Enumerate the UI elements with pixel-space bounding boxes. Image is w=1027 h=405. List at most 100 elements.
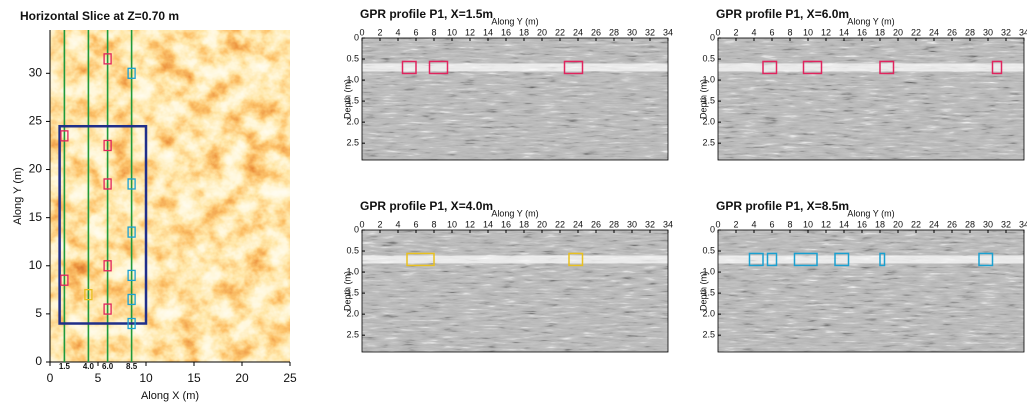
x-tick-label: 10 (447, 27, 457, 37)
y-tick-label: 2.5 (346, 330, 359, 340)
y-tick-label: 1.0 (702, 266, 715, 276)
x-tick-label: 10 (139, 371, 153, 385)
x-tick-label: 30 (983, 27, 993, 37)
x-tick-label: 10 (803, 219, 813, 229)
target-box (428, 60, 449, 75)
slice-band (362, 255, 668, 264)
y-tick-label: 1.0 (702, 74, 715, 84)
target-box (879, 60, 895, 75)
target-box (793, 252, 818, 267)
profile-label: 6.0 (102, 362, 114, 371)
target-marker (127, 269, 136, 282)
target-marker (60, 274, 69, 286)
x-tick-label: 30 (983, 219, 993, 229)
x-tick-label: 32 (1001, 27, 1011, 37)
x-tick-label: 2 (733, 219, 738, 229)
y-tick-label: 5 (35, 306, 42, 320)
target-marker (127, 317, 136, 330)
x-tick-label: 26 (947, 219, 957, 229)
radargram-image (362, 38, 668, 160)
x-tick-label: 10 (803, 27, 813, 37)
x-tick-label: 6 (769, 219, 774, 229)
y-tick-label: 30 (29, 65, 43, 79)
profile-label: 4.0 (83, 362, 95, 371)
radargram-image (362, 230, 668, 352)
x-axis-label: Along X (m) (141, 390, 199, 402)
x-tick-label: 12 (821, 27, 831, 37)
heatmap-image (50, 30, 290, 362)
target-marker (127, 178, 136, 190)
x-tick-label: 5 (95, 371, 102, 385)
target-box (834, 252, 850, 267)
x-tick-label: 8 (787, 219, 792, 229)
target-marker (103, 178, 112, 190)
x-tick-label: 10 (447, 219, 457, 229)
x-axis-label: Along Y (m) (847, 208, 894, 218)
x-tick-label: 16 (857, 219, 867, 229)
x-tick-label: 20 (537, 27, 547, 37)
chart-title: GPR profile P1, X=1.5m (360, 7, 493, 21)
y-tick-label: 0 (710, 32, 715, 42)
y-tick-label: 25 (29, 114, 43, 128)
target-box (406, 252, 435, 267)
x-tick-label: 26 (591, 219, 601, 229)
target-box (879, 252, 886, 267)
x-tick-label: 2 (377, 219, 382, 229)
slice-band (718, 255, 1024, 264)
y-tick-label: 10 (29, 258, 43, 272)
target-box (762, 60, 778, 75)
target-marker (127, 293, 136, 306)
target-box (802, 60, 823, 75)
x-tick-label: 6 (413, 27, 418, 37)
y-tick-label: 2.0 (702, 117, 715, 127)
x-tick-label: 14 (839, 27, 849, 37)
chart-title: Horizontal Slice at Z=0.70 m (20, 9, 179, 23)
y-tick-label: 0.5 (702, 53, 715, 63)
x-tick-label: 4 (751, 219, 756, 229)
x-tick-label: 0 (715, 27, 720, 37)
y-tick-label: 1.5 (346, 287, 359, 297)
x-tick-label: 8 (431, 219, 436, 229)
x-tick-label: 20 (893, 27, 903, 37)
chart-title: GPR profile P1, X=4.0m (360, 199, 493, 213)
x-tick-label: 32 (1001, 219, 1011, 229)
target-marker (103, 139, 112, 152)
x-tick-label: 16 (501, 27, 511, 37)
x-tick-label: 4 (751, 27, 756, 37)
y-tick-label: 20 (29, 162, 43, 176)
x-tick-label: 8 (787, 27, 792, 37)
x-tick-label: 26 (947, 27, 957, 37)
y-tick-label: 0 (354, 224, 359, 234)
x-tick-label: 32 (645, 27, 655, 37)
x-tick-label: 8 (431, 27, 436, 37)
x-tick-label: 22 (911, 219, 921, 229)
x-tick-label: 18 (875, 27, 885, 37)
x-tick-label: 14 (483, 219, 493, 229)
x-tick-label: 0 (47, 371, 54, 385)
x-tick-label: 30 (627, 27, 637, 37)
x-tick-label: 22 (911, 27, 921, 37)
x-tick-label: 20 (893, 219, 903, 229)
x-tick-label: 2 (377, 27, 382, 37)
x-tick-label: 26 (591, 27, 601, 37)
target-box (401, 60, 417, 75)
x-tick-label: 14 (483, 27, 493, 37)
target-marker (127, 67, 136, 79)
y-tick-label: 2.5 (346, 138, 359, 148)
x-tick-label: 25 (283, 371, 297, 385)
x-axis-label: Along Y (m) (491, 16, 538, 26)
x-tick-label: 0 (359, 219, 364, 229)
x-tick-label: 34 (1019, 219, 1027, 229)
y-tick-label: 0 (35, 354, 42, 368)
y-axis-label: Depth (m) (342, 271, 352, 311)
target-box (748, 252, 764, 267)
x-axis-label: Along Y (m) (491, 208, 538, 218)
chart-title: GPR profile P1, X=6.0m (716, 7, 849, 21)
profile-label: 1.5 (59, 362, 71, 371)
x-tick-label: 0 (359, 27, 364, 37)
target-marker (103, 53, 112, 65)
x-tick-label: 24 (929, 27, 939, 37)
target-marker (103, 303, 112, 315)
x-tick-label: 14 (839, 219, 849, 229)
